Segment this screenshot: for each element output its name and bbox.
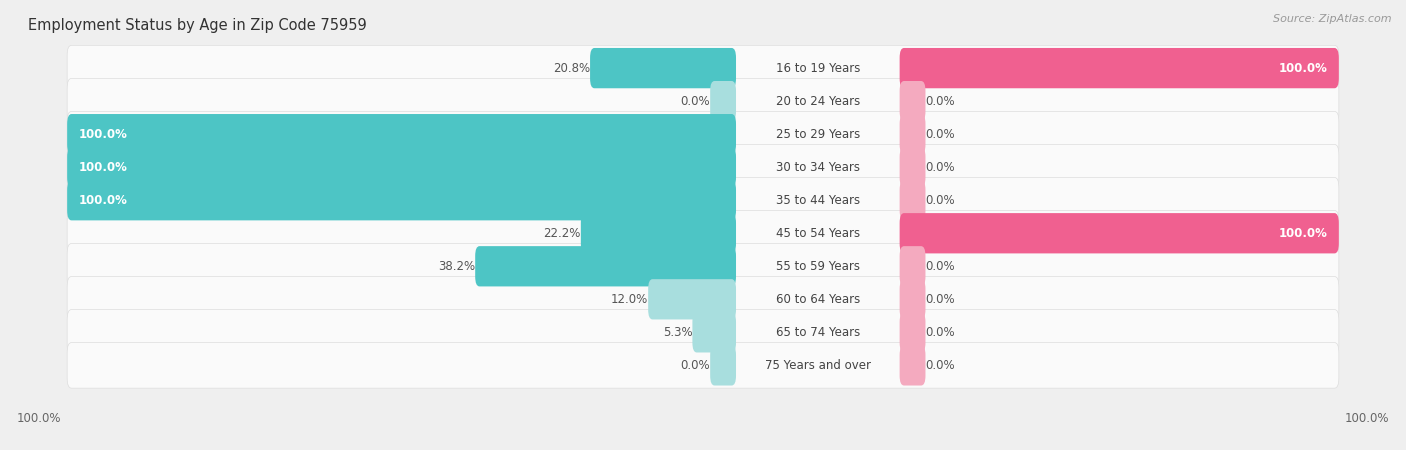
Text: 100.0%: 100.0% xyxy=(1278,62,1327,75)
Text: 16 to 19 Years: 16 to 19 Years xyxy=(776,62,860,75)
FancyBboxPatch shape xyxy=(900,312,925,352)
FancyBboxPatch shape xyxy=(900,48,1339,88)
Text: 0.0%: 0.0% xyxy=(925,128,955,141)
Text: 22.2%: 22.2% xyxy=(544,227,581,240)
FancyBboxPatch shape xyxy=(900,81,925,122)
Text: 0.0%: 0.0% xyxy=(681,94,710,108)
Text: 0.0%: 0.0% xyxy=(925,326,955,339)
Text: 0.0%: 0.0% xyxy=(681,359,710,372)
Text: 0.0%: 0.0% xyxy=(925,161,955,174)
Text: 25 to 29 Years: 25 to 29 Years xyxy=(776,128,860,141)
Text: 100.0%: 100.0% xyxy=(79,161,128,174)
Text: 45 to 54 Years: 45 to 54 Years xyxy=(776,227,860,240)
Text: 5.3%: 5.3% xyxy=(662,326,692,339)
FancyBboxPatch shape xyxy=(67,342,1339,388)
Text: 12.0%: 12.0% xyxy=(612,293,648,306)
Text: 0.0%: 0.0% xyxy=(925,293,955,306)
FancyBboxPatch shape xyxy=(67,180,735,220)
FancyBboxPatch shape xyxy=(67,276,1339,322)
FancyBboxPatch shape xyxy=(67,112,1339,157)
Text: 35 to 44 Years: 35 to 44 Years xyxy=(776,194,860,207)
Text: 30 to 34 Years: 30 to 34 Years xyxy=(776,161,860,174)
FancyBboxPatch shape xyxy=(710,345,735,386)
Text: 100.0%: 100.0% xyxy=(1344,412,1389,425)
FancyBboxPatch shape xyxy=(67,211,1339,256)
FancyBboxPatch shape xyxy=(67,310,1339,355)
Text: 100.0%: 100.0% xyxy=(17,412,62,425)
FancyBboxPatch shape xyxy=(900,114,925,154)
Text: 100.0%: 100.0% xyxy=(79,194,128,207)
FancyBboxPatch shape xyxy=(591,48,735,88)
Text: 0.0%: 0.0% xyxy=(925,94,955,108)
FancyBboxPatch shape xyxy=(648,279,735,320)
FancyBboxPatch shape xyxy=(67,144,1339,190)
Text: 65 to 74 Years: 65 to 74 Years xyxy=(776,326,860,339)
FancyBboxPatch shape xyxy=(475,246,735,287)
Text: Source: ZipAtlas.com: Source: ZipAtlas.com xyxy=(1274,14,1392,23)
FancyBboxPatch shape xyxy=(900,213,1339,253)
Text: 55 to 59 Years: 55 to 59 Years xyxy=(776,260,860,273)
Text: 60 to 64 Years: 60 to 64 Years xyxy=(776,293,860,306)
Text: 38.2%: 38.2% xyxy=(439,260,475,273)
FancyBboxPatch shape xyxy=(710,81,735,122)
FancyBboxPatch shape xyxy=(581,213,735,253)
Text: 100.0%: 100.0% xyxy=(79,128,128,141)
FancyBboxPatch shape xyxy=(900,147,925,187)
Text: 20.8%: 20.8% xyxy=(553,62,591,75)
FancyBboxPatch shape xyxy=(900,279,925,320)
FancyBboxPatch shape xyxy=(67,45,1339,91)
Text: Employment Status by Age in Zip Code 75959: Employment Status by Age in Zip Code 759… xyxy=(28,18,367,33)
Text: 20 to 24 Years: 20 to 24 Years xyxy=(776,94,860,108)
FancyBboxPatch shape xyxy=(900,246,925,287)
Text: 100.0%: 100.0% xyxy=(1278,227,1327,240)
Text: 75 Years and over: 75 Years and over xyxy=(765,359,870,372)
FancyBboxPatch shape xyxy=(900,345,925,386)
Text: 0.0%: 0.0% xyxy=(925,260,955,273)
FancyBboxPatch shape xyxy=(900,180,925,220)
FancyBboxPatch shape xyxy=(67,243,1339,289)
Text: 0.0%: 0.0% xyxy=(925,359,955,372)
FancyBboxPatch shape xyxy=(67,78,1339,124)
FancyBboxPatch shape xyxy=(67,147,735,187)
FancyBboxPatch shape xyxy=(67,177,1339,223)
FancyBboxPatch shape xyxy=(692,312,735,352)
Text: 0.0%: 0.0% xyxy=(925,194,955,207)
FancyBboxPatch shape xyxy=(67,114,735,154)
